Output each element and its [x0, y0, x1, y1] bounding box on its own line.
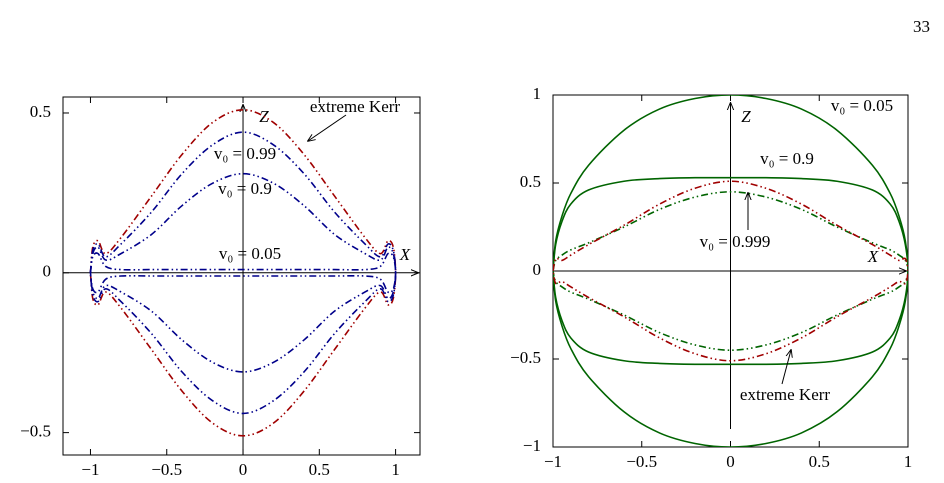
curve-label: v₀ = 0.9 [760, 149, 814, 168]
curve-label: extreme Kerr [740, 385, 830, 404]
y-tick-label: 0.5 [30, 102, 51, 121]
curve [89, 252, 397, 294]
y-tick-label: 0 [533, 260, 542, 279]
curve [553, 180, 908, 362]
x-tick-label: −0.5 [626, 452, 657, 471]
curve [553, 95, 908, 447]
x-axis-label: X [399, 245, 411, 264]
y-tick-label: 0.5 [520, 172, 541, 191]
y-tick-label: 0 [43, 262, 52, 281]
curve [89, 172, 397, 373]
x-tick-label: 1 [391, 460, 400, 479]
x-tick-label: −1 [544, 452, 562, 471]
curve-label: extreme Kerr [310, 97, 400, 116]
y-tick-label: −0.5 [20, 422, 51, 441]
curve-label: v₀ = 0.05 [831, 96, 893, 115]
curve-label: v₀ = 0.99 [214, 144, 276, 163]
y-tick-label: −1 [523, 436, 541, 455]
label-arrow [308, 114, 347, 141]
y-tick-label: 1 [533, 84, 542, 103]
page-number: 33 [913, 17, 930, 36]
curve-label: v₀ = 0.999 [700, 232, 771, 251]
z-axis-label: Z [741, 107, 751, 126]
x-tick-label: 0 [239, 460, 248, 479]
curve [553, 190, 908, 352]
curve [553, 176, 908, 366]
x-tick-label: −1 [81, 460, 99, 479]
plot-frame [62, 96, 421, 456]
curve-label: v₀ = 0.05 [219, 244, 281, 263]
curves [89, 108, 397, 437]
x-tick-label: 1 [904, 452, 913, 471]
curve [89, 131, 397, 415]
curves [553, 95, 908, 447]
label-arrow [781, 350, 791, 385]
x-tick-label: −0.5 [151, 460, 182, 479]
y-tick-label: −0.5 [510, 348, 541, 367]
x-axis-label: X [867, 247, 879, 266]
x-tick-label: 0.5 [309, 460, 330, 479]
curve-label: v₀ = 0.9 [218, 179, 272, 198]
x-tick-label: 0 [726, 452, 735, 471]
curve [89, 108, 397, 437]
x-tick-label: 0.5 [809, 452, 830, 471]
